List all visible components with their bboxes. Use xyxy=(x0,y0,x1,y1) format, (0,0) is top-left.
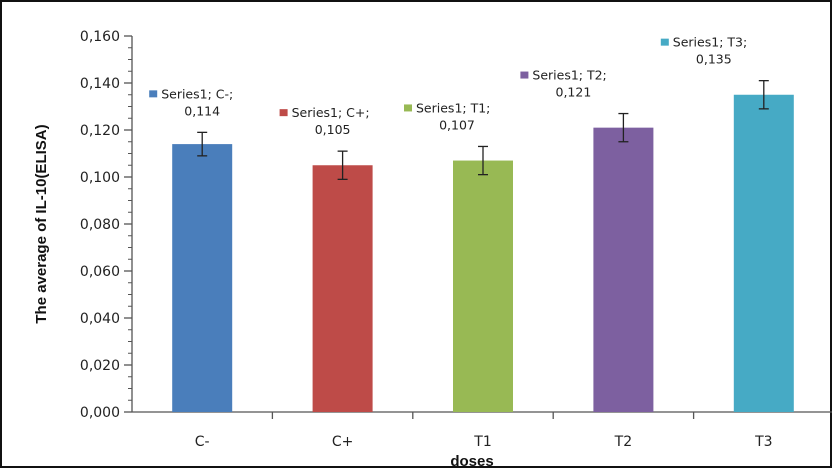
data-label-swatch xyxy=(149,90,158,98)
y-tick-label: 0,020 xyxy=(80,358,120,374)
y-tick-label: 0,140 xyxy=(80,76,120,92)
bar xyxy=(172,144,233,412)
x-tick-label: C+ xyxy=(332,434,354,450)
data-label-swatch xyxy=(660,38,669,46)
y-tick-label: 0,120 xyxy=(80,123,120,139)
bars-layer xyxy=(172,94,794,413)
y-tick-label: 0,060 xyxy=(80,264,120,280)
y-axis-title: The average of IL-10(ELISA) xyxy=(33,124,50,323)
bar xyxy=(312,165,373,412)
x-tick-label: T2 xyxy=(614,434,632,450)
y-tick-label: 0,040 xyxy=(80,311,120,327)
ticks-layer: 0,000 0,020 0,040 0,060 0,080 0,100 0,120 0,140… xyxy=(80,29,773,450)
y-tick-label: 0,160 xyxy=(80,29,120,45)
x-axis-title: doses xyxy=(450,453,493,470)
error-bars-layer xyxy=(197,80,769,181)
data-label-swatch xyxy=(520,71,529,79)
bar xyxy=(453,160,513,412)
data-label-value: 0,121 xyxy=(556,85,592,100)
data-label-series: Series1; T3; xyxy=(673,35,747,50)
data-label-swatch xyxy=(279,109,288,117)
x-tick-label: T3 xyxy=(754,434,772,450)
y-tick-label: 0,000 xyxy=(80,405,120,421)
data-label-series: Series1; T1; xyxy=(416,100,490,115)
x-tick-label: T1 xyxy=(473,434,491,450)
x-tick-label: C- xyxy=(195,434,210,450)
bar xyxy=(593,127,654,413)
bar xyxy=(733,94,794,412)
y-tick-label: 0,100 xyxy=(80,170,120,186)
data-label-value: 0,135 xyxy=(696,52,732,67)
data-label-series: Series1; C-; xyxy=(161,86,233,101)
data-label-swatch xyxy=(404,104,412,112)
data-label-series: Series1; T2; xyxy=(532,68,606,83)
data-label-value: 0,114 xyxy=(184,103,220,118)
y-tick-label: 0,080 xyxy=(80,217,120,233)
data-label-value: 0,105 xyxy=(315,122,351,137)
data-label-value: 0,107 xyxy=(439,117,475,132)
data-label-series: Series1; C+; xyxy=(292,105,370,120)
data-labels-layer: Series1; C-; 0,114 Series1; C+; 0,105 Series… xyxy=(149,35,747,137)
